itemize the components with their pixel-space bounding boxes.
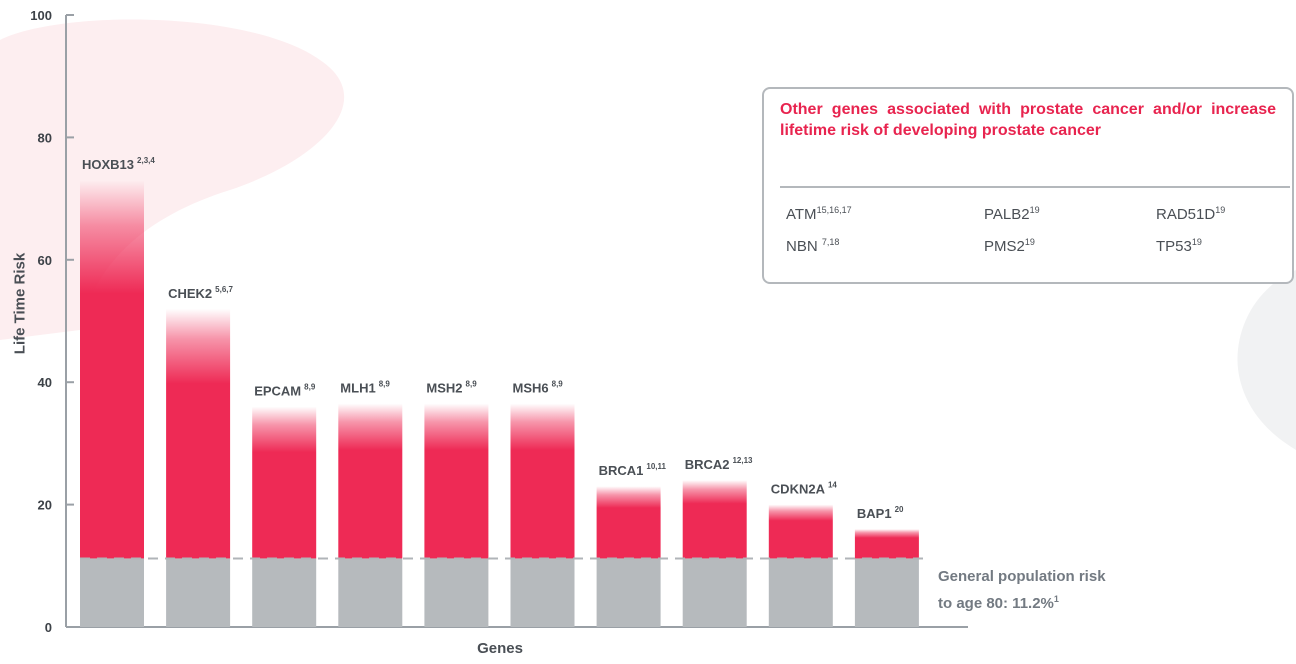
y-axis-label: Life Time Risk [11, 252, 29, 355]
bar-population [682, 558, 747, 627]
other-gene-name: PMS2 [984, 238, 1025, 255]
bar-label: BRCA2 12,13 [685, 456, 753, 472]
bar-risk [510, 403, 575, 559]
other-gene-name: RAD51D [1156, 206, 1216, 223]
bar-label: MSH2 8,9 [426, 380, 477, 396]
y-tick-label: 20 [38, 498, 52, 513]
other-gene-name: ATM [786, 206, 817, 223]
y-tick-label: 80 [38, 130, 52, 145]
bar-risk [338, 403, 403, 559]
other-genes-divider [780, 186, 1290, 188]
population-risk-line1: General population risk [938, 568, 1106, 585]
bar-risk [682, 480, 747, 559]
bar-population [424, 558, 489, 627]
other-genes-title: Other genes associated with prostate can… [780, 101, 1276, 139]
other-gene-item: RAD51D19 [1156, 205, 1225, 223]
bar-risk [252, 406, 317, 559]
other-gene-name: TP53 [1156, 238, 1192, 255]
other-gene-refs: 19 [1191, 237, 1202, 247]
bar-label: BRCA1 10,11 [599, 462, 667, 478]
population-risk-line2: to age 80: 11.2% [938, 595, 1054, 612]
bar-population [768, 558, 833, 627]
population-risk-ref: 1 [1053, 594, 1059, 604]
bar-population [252, 558, 317, 627]
other-gene-refs: 19 [1024, 237, 1035, 247]
bar-label: MLH1 8,9 [340, 380, 390, 396]
other-gene-refs: 19 [1215, 205, 1226, 215]
other-gene-item: NBN 7,18 [786, 237, 839, 255]
bar-risk [596, 486, 661, 559]
bar-risk [768, 504, 833, 559]
other-gene-refs: 19 [1029, 205, 1040, 215]
bar-label: BAP1 20 [857, 505, 904, 521]
other-gene-item: PALB219 [984, 205, 1040, 223]
bar-label: CDKN2A 14 [771, 481, 838, 497]
population-risk-note: General population risk to age 80: 11.2%… [938, 566, 1198, 615]
bar-label: CHEK2 5,6,7 [168, 285, 233, 301]
y-tick-label: 40 [38, 375, 52, 390]
bar-population [510, 558, 575, 627]
other-gene-name: NBN [786, 238, 822, 255]
bar-population [854, 558, 919, 627]
other-gene-item: TP5319 [1156, 237, 1202, 255]
bar-risk [166, 308, 231, 559]
bar-label: MSH6 8,9 [513, 380, 564, 396]
y-tick-label: 100 [30, 8, 52, 23]
other-genes-box: Other genes associated with prostate can… [762, 87, 1294, 284]
y-tick-label: 60 [38, 253, 52, 268]
bar-risk [424, 403, 489, 559]
y-tick-label: 0 [45, 620, 52, 635]
bar-label: EPCAM 8,9 [254, 383, 316, 399]
x-axis-label: Genes [477, 640, 523, 657]
other-gene-refs: 7,18 [821, 237, 840, 247]
bar-risk [854, 529, 919, 559]
other-gene-item: PMS219 [984, 237, 1035, 255]
other-gene-item: ATM15,16,17 [786, 205, 852, 223]
bar-population [596, 558, 661, 627]
other-gene-refs: 15,16,17 [816, 205, 852, 215]
bar-population [80, 558, 144, 627]
bar-population [338, 558, 403, 627]
bar-population [166, 558, 231, 627]
bar-label: HOXB13 2,3,4 [82, 156, 155, 172]
bar-risk [80, 180, 144, 559]
other-gene-name: PALB2 [984, 206, 1030, 223]
